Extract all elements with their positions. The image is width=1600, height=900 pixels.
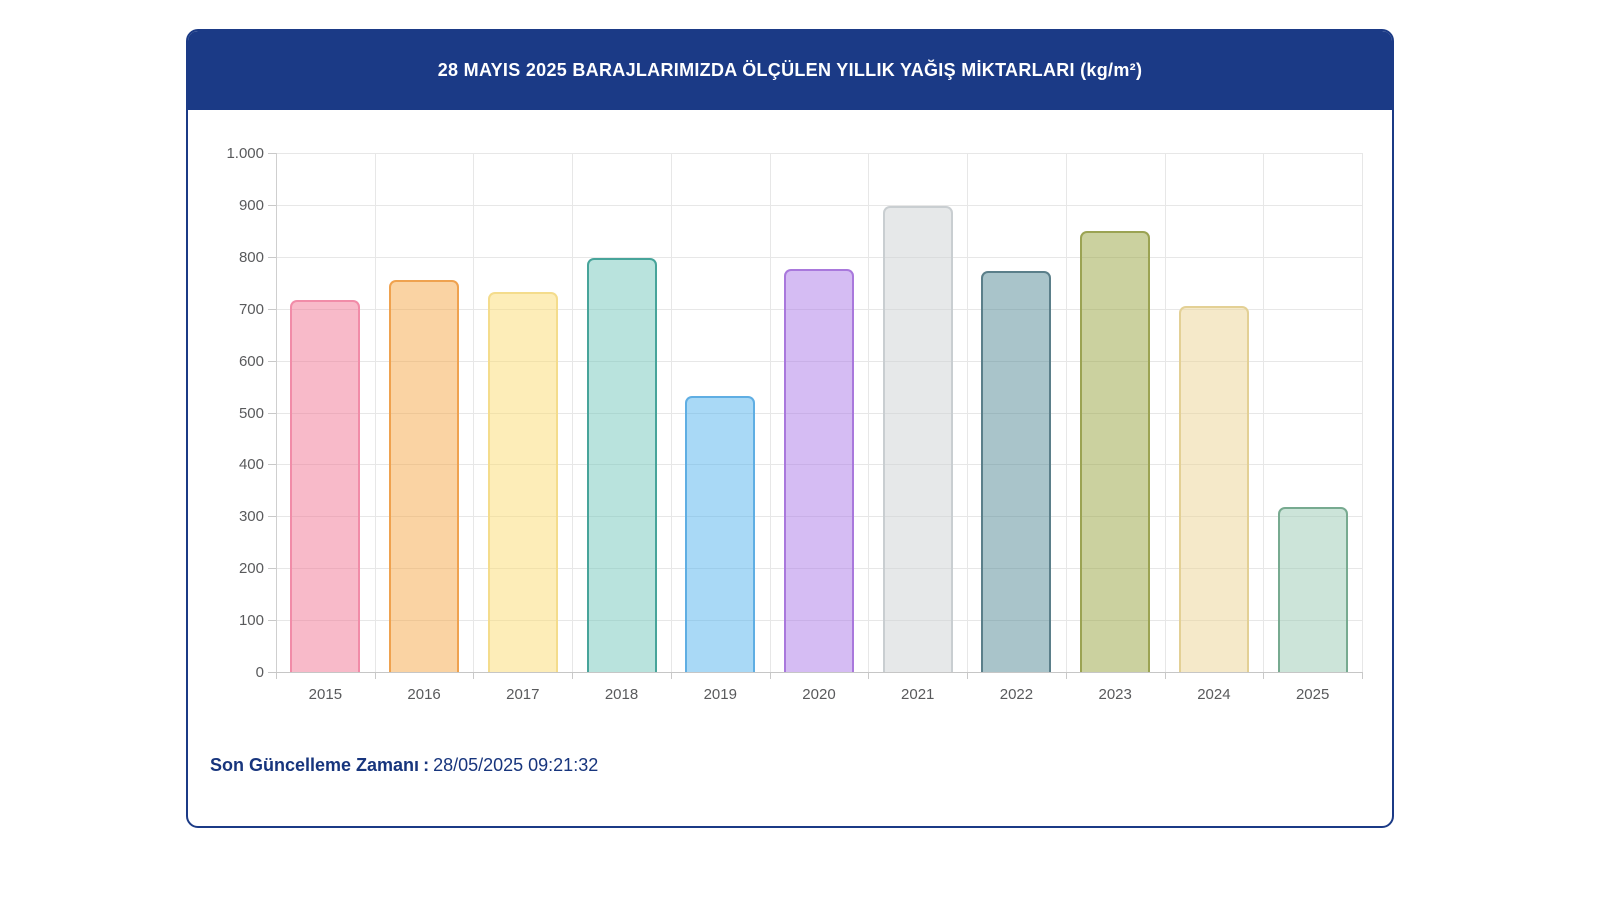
y-axis-label-400: 400 <box>238 456 264 474</box>
y-axis-tick-600 <box>268 360 276 362</box>
y-axis-line <box>276 153 277 672</box>
bar-2019[interactable] <box>685 396 756 672</box>
x-gridline-4 <box>670 153 672 672</box>
x-gridline-1 <box>374 153 376 672</box>
y-axis-label-700: 700 <box>238 300 264 318</box>
bar-2025[interactable] <box>1277 506 1348 672</box>
bar-2021[interactable] <box>882 206 953 672</box>
x-axis-label-2021: 2021 <box>901 686 935 703</box>
y-axis-label-500: 500 <box>238 404 264 422</box>
y-axis-label-900: 900 <box>238 196 264 214</box>
x-axis-tick-10 <box>1263 672 1265 679</box>
y-axis-tick-900 <box>268 204 276 206</box>
bar-2024[interactable] <box>1178 305 1249 672</box>
x-gridline-10 <box>1263 153 1265 672</box>
y-axis-tick-700 <box>268 308 276 310</box>
y-axis-tick-400 <box>268 464 276 466</box>
y-axis-label-800: 800 <box>238 248 264 266</box>
bar-2017[interactable] <box>487 291 558 672</box>
bar-2018[interactable] <box>586 258 657 672</box>
x-axis-label-2016: 2016 <box>407 686 441 703</box>
x-axis-tick-2 <box>473 672 475 679</box>
x-axis-tick-5 <box>769 672 771 679</box>
last-update-separator: : <box>423 755 430 775</box>
chart-header: 28 MAYIS 2025 BARAJLARIMIZDA ÖLÇÜLEN YIL… <box>188 31 1392 110</box>
x-axis-tick-8 <box>1065 672 1067 679</box>
x-axis-label-2017: 2017 <box>506 686 540 703</box>
x-axis-line <box>268 672 1362 673</box>
x-axis-tick-7 <box>967 672 969 679</box>
last-update-label: Son Güncelleme Zamanı <box>210 755 420 775</box>
x-gridline-2 <box>473 153 475 672</box>
x-axis-tick-3 <box>572 672 574 679</box>
y-axis-label-100: 100 <box>238 612 264 630</box>
y-axis-tick-1000 <box>268 153 276 154</box>
last-update-value: 28/05/2025 09:21:32 <box>433 755 599 775</box>
x-axis-label-2024: 2024 <box>1197 686 1231 703</box>
y-axis-tick-100 <box>268 620 276 622</box>
y-gridline-800 <box>276 256 1362 258</box>
x-axis-label-2015: 2015 <box>308 686 343 703</box>
x-axis-label-2019: 2019 <box>703 686 737 703</box>
y-axis-tick-200 <box>268 568 276 570</box>
x-axis-tick-6 <box>868 672 870 679</box>
x-axis-tick-11 <box>1362 672 1363 679</box>
x-axis-label-2022: 2022 <box>999 686 1034 703</box>
y-axis-label-300: 300 <box>238 508 264 526</box>
bar-chart: 0 100 200 300 400 500 600 700 800 900 1.000 2015 201… <box>188 31 1392 826</box>
y-axis-label-600: 600 <box>238 352 264 370</box>
bar-2015[interactable] <box>290 299 361 672</box>
x-gridline-5 <box>769 153 771 672</box>
x-gridline-8 <box>1065 153 1067 672</box>
x-gridline-6 <box>868 153 870 672</box>
x-axis-label-2020: 2020 <box>802 686 836 703</box>
y-axis-tick-500 <box>268 412 276 414</box>
x-gridline-9 <box>1164 153 1166 672</box>
x-axis-tick-0 <box>276 672 277 679</box>
chart-title: 28 MAYIS 2025 BARAJLARIMIZDA ÖLÇÜLEN YIL… <box>437 60 1143 80</box>
y-axis-tick-300 <box>268 516 276 518</box>
chart-card: 28 MAYIS 2025 BARAJLARIMIZDA ÖLÇÜLEN YIL… <box>186 29 1394 828</box>
x-gridline-11 <box>1362 153 1363 672</box>
last-update: Son Güncelleme Zamanı:28/05/2025 09:21:3… <box>210 755 598 776</box>
x-axis-label-2018: 2018 <box>604 686 639 703</box>
x-axis-label-2023: 2023 <box>1098 686 1132 703</box>
x-gridline-7 <box>967 153 969 672</box>
y-axis-label-200: 200 <box>238 560 264 578</box>
x-axis-tick-9 <box>1164 672 1166 679</box>
bar-2020[interactable] <box>784 268 854 672</box>
x-axis-label-2025: 2025 <box>1295 686 1330 703</box>
x-gridline-3 <box>572 153 574 672</box>
y-axis-label-1000: 1.000 <box>226 145 264 162</box>
x-axis-tick-1 <box>374 672 376 679</box>
bar-2016[interactable] <box>389 279 460 672</box>
bar-2023[interactable] <box>1080 230 1151 672</box>
y-axis-label-0: 0 <box>255 664 264 681</box>
bar-2022[interactable] <box>981 271 1052 672</box>
x-axis-tick-4 <box>670 672 672 679</box>
y-axis-tick-800 <box>268 256 276 258</box>
y-gridline-1000 <box>276 153 1362 154</box>
y-gridline-900 <box>276 204 1362 206</box>
